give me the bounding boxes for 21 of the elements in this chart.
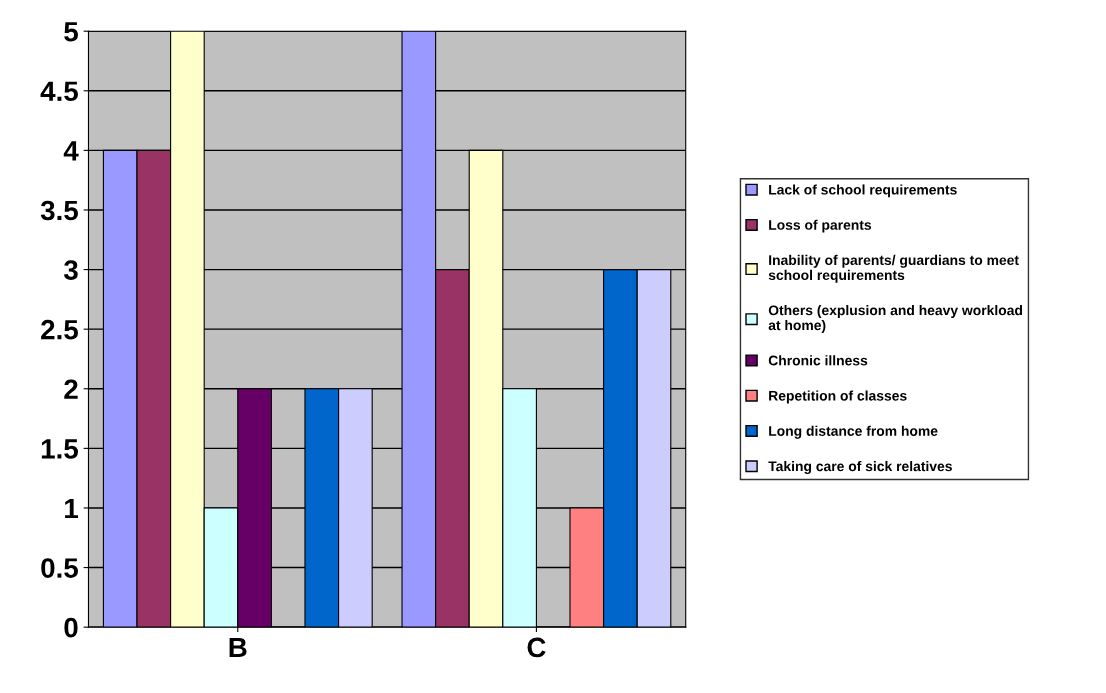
y-tick-label: 3 [63,260,78,280]
legend-label: Long distance from home [769,425,938,439]
y-tick-label: 1.5 [41,439,78,459]
legend-label: Taking care of sick relatives [768,461,952,475]
legend-label: Chronic illness [768,355,868,366]
legend-label: Lack of school requirements [769,184,957,198]
y-tick-label: 0.5 [41,558,78,578]
x-tick-label: C [527,637,546,658]
legend-label: Repetition of classes [769,390,907,404]
y-tick-label: 4.5 [40,81,78,102]
y-tick-label: 4 [63,141,79,161]
y-tick-label: 2 [64,379,78,399]
y-tick-label: 5 [64,22,78,42]
legend-label: Others (explusion and heavy workload at home) [768,305,1022,333]
y-tick-label: 1 [65,498,78,519]
x-tick-label: B [229,637,247,658]
y-tick-label: 2.5 [41,319,78,340]
y-tick-label: 0 [64,617,78,638]
legend-label: Inability of parents/ guardians to meet school requirements [768,254,1019,283]
legend-label: Loss of parents [769,219,872,233]
y-tick-label: 3.5 [40,200,78,221]
